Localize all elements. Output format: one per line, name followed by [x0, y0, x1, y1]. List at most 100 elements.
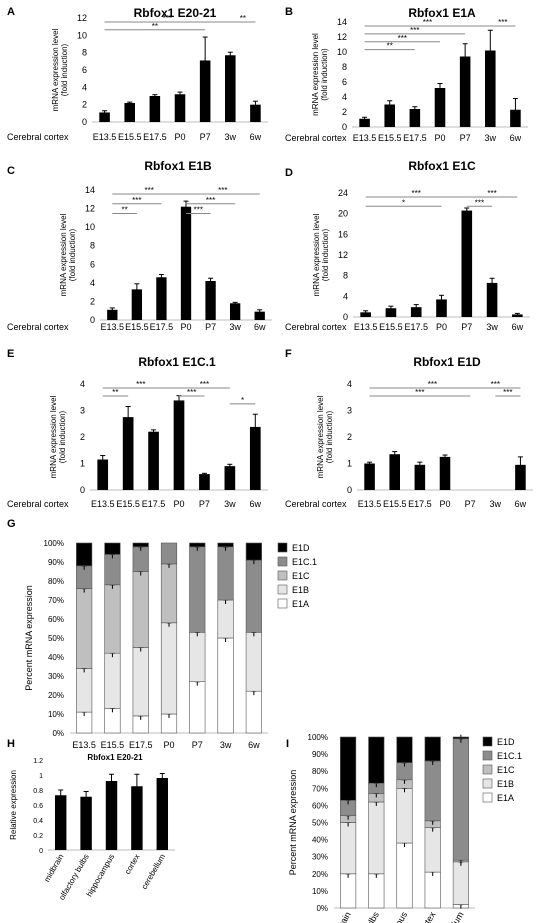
bar-e13-5: [359, 118, 370, 127]
x-tick-label: 6w: [250, 132, 262, 142]
x-tick-label: E17.5: [129, 740, 153, 750]
chart-e: E Rbfox1 E1C.1 0 1 2 3 4 mRNA expression level(…: [7, 348, 268, 509]
y-tick-label: 2: [82, 100, 87, 110]
significance-label: *: [402, 198, 405, 207]
y-tick-label: 100%: [308, 733, 328, 742]
significance-label: ***: [498, 18, 507, 27]
y-tick-label: 70%: [312, 784, 328, 793]
bar-e15-5: [385, 308, 397, 317]
stack-segment-e1c-1: [452, 738, 469, 861]
x-tick-label: P7: [460, 133, 471, 143]
chart-f: F Rbfox1 E1D 0 1 2 3 4 mRNA expression level (fo…: [285, 348, 533, 509]
y-tick-label: 1.2: [33, 758, 43, 765]
legend-label: E1B: [497, 779, 514, 789]
legend-swatch: [277, 556, 288, 567]
bar-3w: [486, 282, 498, 317]
y-tick-label: 16: [338, 229, 348, 239]
y-tick-label: 12: [77, 13, 87, 23]
y-tick-label: 4: [347, 379, 352, 389]
significance-label: ***: [398, 34, 407, 43]
bar-6w: [250, 104, 261, 122]
stack-segment-e1d: [424, 736, 441, 762]
stack-segment-e1b: [368, 801, 385, 875]
stack-segment-e1c-1: [424, 760, 441, 822]
x-tick-label: E17.5: [142, 499, 166, 509]
legend-swatch: [277, 598, 288, 609]
significance-label: ***: [187, 388, 196, 397]
y-tick-label: 40%: [312, 836, 328, 845]
y-tick-label: 14: [85, 185, 95, 195]
chart-title: Rbfox1 E1C: [408, 159, 476, 173]
significance-label: ***: [200, 380, 209, 389]
bar-e13-5: [99, 112, 110, 122]
legend-swatch: [482, 736, 493, 747]
bar-e15-5: [122, 417, 134, 490]
y-axis-label: mRNA expression level: [49, 395, 58, 478]
stack-segment-e1d: [104, 542, 121, 555]
y-tick-label: 4: [90, 278, 95, 288]
bar-p0: [173, 400, 185, 490]
row-label: Cerebral cortex: [285, 133, 347, 143]
y-axis-label: Relative expression: [9, 770, 18, 840]
y-tick-label: 0: [82, 117, 87, 127]
panel-label-c: C: [7, 165, 15, 177]
stack-segment-e1c-1: [160, 542, 178, 565]
y-tick-label: 0%: [52, 729, 64, 738]
y-axis-label: (fold induction): [58, 410, 67, 463]
legend-swatch: [482, 778, 493, 789]
bar-e15-5: [131, 289, 143, 320]
x-tick-label: P7: [192, 740, 203, 750]
x-tick-label: P0: [173, 499, 184, 509]
bar-p7: [199, 60, 211, 122]
y-tick-label: 4: [82, 82, 87, 92]
bar-e17-5: [409, 109, 421, 127]
y-tick-label: 90%: [48, 558, 64, 567]
y-axis-label: mRNA expression level: [51, 28, 60, 111]
significance-label: ***: [163, 14, 172, 23]
legend-label: E1A: [292, 599, 309, 609]
y-tick-label: 40%: [48, 653, 64, 662]
x-tick-label: E15.5: [125, 322, 149, 332]
x-tick-label: 3w: [229, 322, 241, 332]
bar-p7: [199, 474, 210, 490]
stack-segment-e1d: [132, 542, 149, 548]
legend-swatch: [482, 764, 493, 775]
significance-label: ***: [503, 388, 512, 397]
y-axis-label: mRNA expression level: [311, 33, 320, 116]
panel-label-e: E: [7, 348, 14, 360]
bar-3w: [224, 466, 236, 490]
chart-b: B Rbfox1 E1A 0 2 4 6 8 10 12 14 mRNA expression le…: [285, 6, 528, 143]
row-label: Cerebral cortex: [285, 499, 347, 509]
stack-segment-e1b: [160, 622, 178, 715]
x-tick-label: 6w: [254, 322, 266, 332]
x-tick-label: midbrain: [327, 910, 353, 923]
x-tick-label: 3w: [224, 499, 236, 509]
bar-p0: [180, 206, 192, 320]
x-tick-label: E13.5: [101, 322, 125, 332]
legend-label: E1C.1: [292, 557, 317, 567]
y-tick-label: 10%: [48, 710, 64, 719]
bar-midbrain: [54, 795, 67, 850]
x-tick-label: E15.5: [378, 133, 402, 143]
stack-segment-e1b: [189, 631, 206, 682]
bar-cortex: [131, 786, 143, 850]
x-tick-label: 3w: [225, 132, 237, 142]
stack-segment-e1b: [452, 861, 469, 905]
x-tick-label: 6w: [515, 499, 527, 509]
bar-e17-5: [156, 277, 167, 320]
stack-segment-e1c: [104, 584, 121, 654]
chart-title: Rbfox1 E1C.1: [138, 355, 216, 369]
stack-segment-e1b: [132, 647, 149, 717]
x-tick-label: cerebellum: [140, 852, 168, 891]
x-tick-label: P0: [163, 740, 174, 750]
y-tick-label: 0%: [316, 904, 328, 913]
stack-segment-e1a: [340, 873, 357, 909]
stack-segment-e1d: [368, 736, 385, 784]
x-tick-label: E13.5: [353, 133, 377, 143]
y-tick-label: 12: [85, 204, 95, 214]
y-tick-label: 8: [342, 62, 347, 72]
y-tick-label: 10%: [312, 887, 328, 896]
row-label: Cerebral cortex: [7, 132, 69, 142]
x-tick-label: 6w: [510, 133, 522, 143]
stack-segment-e1c-1: [104, 554, 121, 586]
